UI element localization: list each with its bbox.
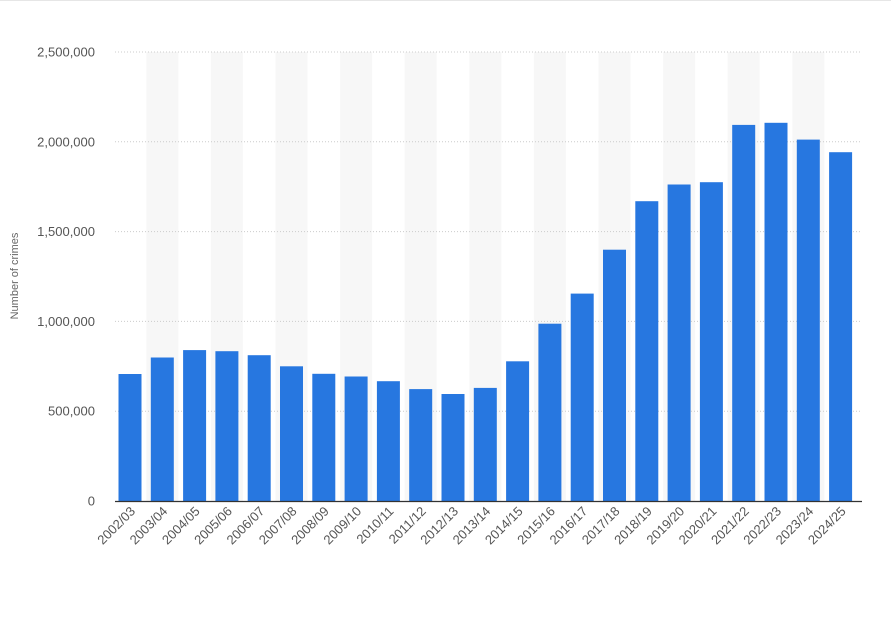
y-axis-ticks: 0 500,000 1,000,000 1,500,000 2,000,000 2,500… [37, 45, 95, 509]
bar [118, 374, 142, 501]
bar [150, 357, 174, 501]
bar [732, 124, 756, 502]
bar [473, 387, 497, 501]
bar [280, 366, 303, 501]
bar [699, 182, 723, 501]
bar [570, 293, 594, 501]
y-tick-label: 2,000,000 [37, 134, 95, 149]
y-tick-label: 1,000,000 [37, 314, 95, 329]
bar [796, 139, 820, 501]
bar [312, 373, 336, 501]
bar [764, 122, 788, 502]
bar [506, 361, 530, 501]
y-tick-label: 0 [88, 494, 95, 509]
bar [376, 381, 400, 501]
bar [215, 351, 239, 501]
bar [603, 249, 626, 501]
bar [829, 152, 853, 501]
y-tick-label: 500,000 [48, 404, 95, 419]
bars [118, 122, 853, 502]
bar [247, 355, 271, 501]
y-tick-label: 2,500,000 [37, 45, 95, 60]
bar [183, 350, 207, 501]
y-tick-label: 1,500,000 [37, 224, 95, 239]
y-axis-title: Number of crimes [9, 232, 21, 319]
bar [409, 389, 433, 501]
bar [441, 394, 465, 501]
bar [635, 201, 659, 501]
top-border [0, 0, 891, 1]
bar [667, 184, 691, 501]
x-axis-ticks: 2002/032003/042004/052005/062006/072007/… [94, 504, 848, 548]
bar [538, 323, 562, 501]
bar [344, 376, 368, 501]
